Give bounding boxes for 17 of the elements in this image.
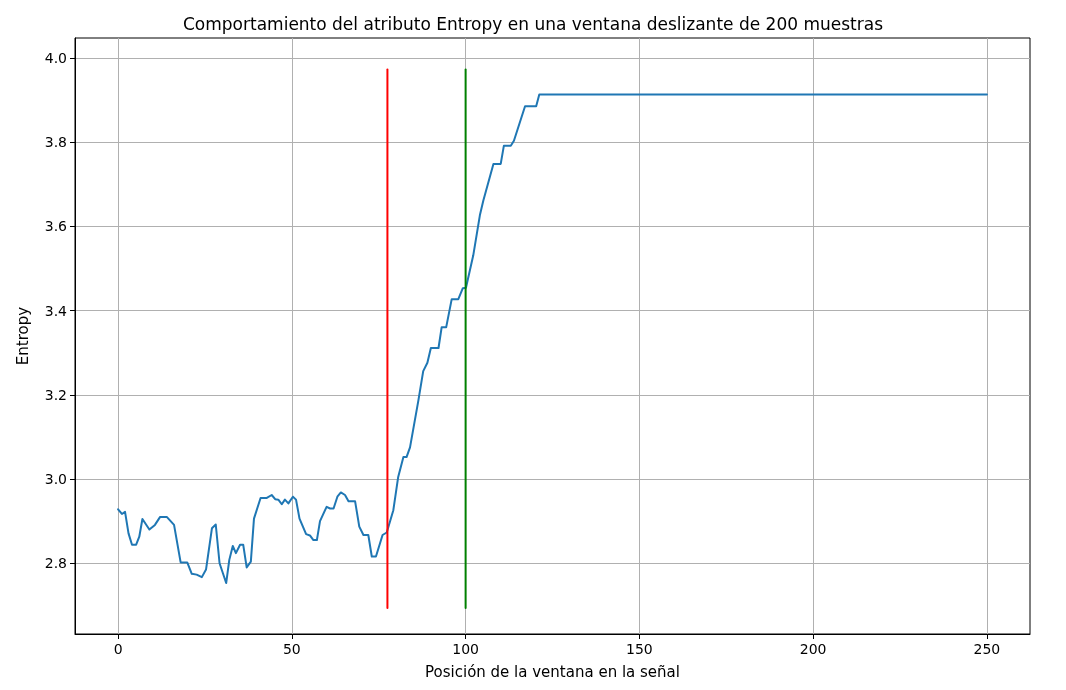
y-tick-label: 4.0: [44, 49, 67, 66]
y-tick-label: 3.4: [44, 302, 68, 319]
line-series: [117, 93, 988, 585]
x-axis-title: Posición de la ventana en la señal: [425, 662, 680, 681]
y-tick-label: 3.8: [44, 134, 67, 151]
x-tick-label: 50: [282, 641, 301, 657]
x-tick-label: 200: [799, 641, 827, 657]
y-tick-label: 3.6: [44, 218, 68, 235]
x-tick-label: 100: [452, 641, 479, 657]
y-axis-title: Entropy: [13, 306, 32, 366]
x-tick-label: 150: [626, 641, 653, 657]
chart-title: Comportamiento del atributo Entropy en una ventana deslizante de 200 muestras: [182, 13, 884, 34]
x-tick-label: 0: [113, 641, 123, 657]
y-tick-label: 3.0: [44, 471, 67, 487]
y-tick-label: 2.8: [44, 555, 67, 572]
x-tick-label: 250: [973, 641, 1001, 657]
y-tick-label: 3.2: [44, 386, 67, 403]
